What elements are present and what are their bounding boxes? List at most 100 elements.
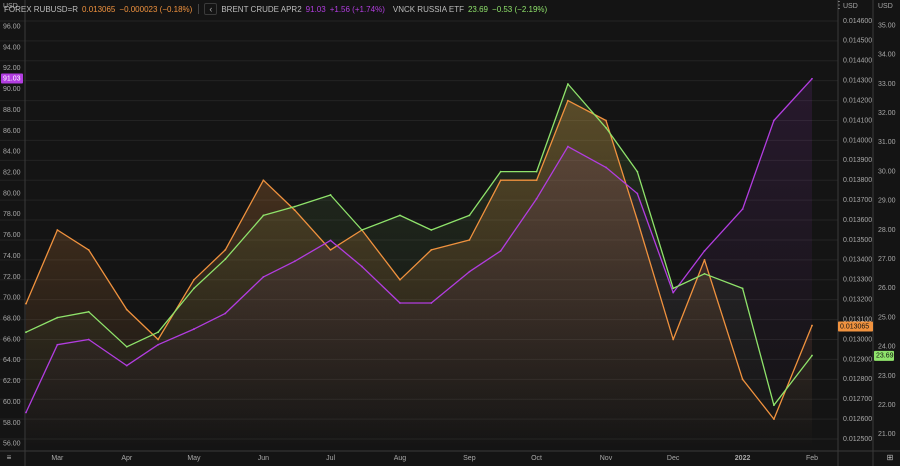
data-point xyxy=(468,270,471,273)
data-point xyxy=(430,229,433,231)
data-point xyxy=(636,219,639,221)
data-point xyxy=(329,194,332,196)
data-point xyxy=(399,214,401,217)
series-lines xyxy=(25,77,813,421)
mid-axis-tick-label: 0.014500 xyxy=(843,38,872,45)
legend-forex-value: 0.013065 xyxy=(82,4,116,14)
left-axis-tick-label: 58.00 xyxy=(3,420,21,427)
mid-axis-tick-label: 0.013300 xyxy=(843,277,872,284)
legend-vnck[interactable]: VNCK RUSSIA ETF 23.69 −0.53 (−2.19%) xyxy=(389,5,551,14)
mid-axis-tick-label: 0.012500 xyxy=(843,436,872,443)
data-point xyxy=(293,260,296,263)
data-point xyxy=(672,338,675,341)
time-axis-label: Nov xyxy=(600,455,613,462)
series-line-2[interactable] xyxy=(25,83,813,406)
left-axis-tick-label: 74.00 xyxy=(3,253,21,260)
mid-axis-tick-label: 0.013000 xyxy=(843,336,872,343)
data-point xyxy=(811,324,813,327)
data-point xyxy=(605,126,607,129)
data-point xyxy=(262,276,265,278)
data-point xyxy=(468,239,471,241)
right-axis-tick-label: 22.00 xyxy=(878,402,896,409)
mid-axis-tick-label: 0.014100 xyxy=(843,117,872,124)
mid-axis-tick-label: 0.013600 xyxy=(843,217,872,224)
data-point xyxy=(811,354,813,357)
legend-brent[interactable]: BRENT CRUDE APR2 91.03 +1.56 (+1.74%) xyxy=(217,5,389,14)
middle-axis: USD 0.014600 0.014500 0.014400 0.014300 0.014… xyxy=(843,3,872,443)
svg-text:0.013065: 0.013065 xyxy=(840,323,869,330)
collapse-chevron-icon[interactable]: ‹ xyxy=(204,3,218,15)
right-axis: USD 35.00 34.00 33.00 32.00 31.00 30.00 29.00 28… xyxy=(878,3,896,438)
data-point xyxy=(636,192,639,195)
data-point xyxy=(87,310,90,313)
left-axis-tick-label: 84.00 xyxy=(3,149,21,156)
data-point xyxy=(293,209,296,211)
left-axis-tick-label: 76.00 xyxy=(3,232,21,239)
right-axis-tick-label: 33.00 xyxy=(878,81,896,88)
settings-menu-icon[interactable]: ≡ xyxy=(6,453,12,462)
data-point xyxy=(193,278,195,281)
data-point xyxy=(329,249,332,251)
svg-text:91.03: 91.03 xyxy=(3,75,21,82)
left-axis: USD 96.00 94.00 92.00 90.00 88.00 86.00 84.00 82… xyxy=(3,3,21,448)
mid-axis-tick-label: 0.012700 xyxy=(843,396,872,403)
data-point xyxy=(741,208,744,211)
data-point xyxy=(125,364,128,367)
data-point xyxy=(811,77,813,80)
data-point xyxy=(125,345,128,348)
right-axis-tick-label: 23.00 xyxy=(878,373,896,380)
mid-axis-tick-label: 0.013400 xyxy=(843,257,872,264)
left-axis-tick-label: 80.00 xyxy=(3,190,21,197)
data-point xyxy=(25,302,27,305)
left-axis-tick-label: 92.00 xyxy=(3,65,21,72)
data-point xyxy=(703,249,706,252)
left-axis-tick-label: 60.00 xyxy=(3,399,21,406)
legend-brent-change: +1.56 (+1.74%) xyxy=(329,4,385,14)
time-axis: Mar Apr May Jun Jul Aug Sep Oct Nov Dec 2022 Feb xyxy=(51,455,818,462)
data-point xyxy=(193,328,195,330)
data-point xyxy=(605,119,607,122)
left-axis-tick-label: 86.00 xyxy=(3,128,21,135)
data-point xyxy=(56,229,59,231)
data-point xyxy=(741,378,744,381)
more-menu-icon[interactable]: ⋮ xyxy=(834,0,844,11)
legend-vnck-value: 23.69 xyxy=(467,4,489,14)
data-point xyxy=(56,316,59,319)
data-point xyxy=(360,265,363,268)
legend-brent-value: 91.03 xyxy=(305,4,326,14)
right-axis-tick-label: 25.00 xyxy=(878,314,896,321)
left-axis-tick-label: 66.00 xyxy=(3,336,21,343)
left-axis-tick-label: 82.00 xyxy=(3,169,21,176)
left-axis-tick-label: 68.00 xyxy=(3,315,21,322)
mid-axis-tick-label: 0.012900 xyxy=(843,356,872,363)
data-point xyxy=(262,179,265,182)
time-axis-label: Jul xyxy=(326,455,335,462)
left-axis-tick-label: 96.00 xyxy=(3,23,21,30)
data-point xyxy=(703,258,706,261)
forex-price-badge: 0.013065 xyxy=(838,321,873,332)
mid-axis-tick-label: 0.014300 xyxy=(843,78,872,85)
legend-forex-name: FOREX RUBUSD=R xyxy=(4,4,79,14)
price-badges: 91.03 0.013065 23.69 xyxy=(1,73,894,361)
mid-axis-tick-label: 0.013100 xyxy=(843,316,872,323)
mid-axis-unit: USD xyxy=(843,3,858,10)
mid-axis-tick-label: 0.012600 xyxy=(843,416,872,423)
time-axis-label: Dec xyxy=(667,455,680,462)
data-point xyxy=(703,272,706,275)
mid-axis-tick-label: 0.014000 xyxy=(843,137,872,144)
data-point xyxy=(499,179,502,182)
right-axis-tick-label: 21.00 xyxy=(878,431,896,438)
data-point xyxy=(87,249,90,251)
legend-forex[interactable]: FOREX RUBUSD=R 0.013065 −0.000023 (−0.18… xyxy=(0,5,196,14)
data-point xyxy=(293,205,296,208)
data-point xyxy=(262,214,265,217)
data-point xyxy=(430,249,433,251)
legend-vnck-name: VNCK RUSSIA ETF xyxy=(392,4,464,14)
left-axis-tick-label: 56.00 xyxy=(3,441,21,448)
data-point xyxy=(672,291,675,294)
time-axis-label: Apr xyxy=(121,455,133,462)
expand-chart-icon[interactable]: ⊞ xyxy=(886,453,894,462)
left-axis-tick-label: 70.00 xyxy=(3,295,21,302)
mid-axis-tick-label: 0.013900 xyxy=(843,157,872,164)
